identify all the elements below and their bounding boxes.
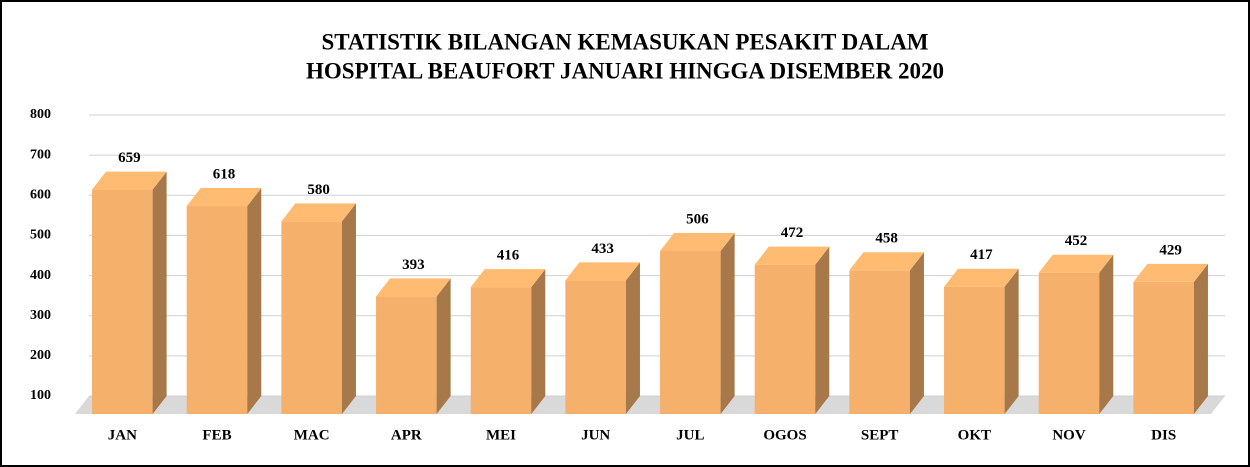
bar-side bbox=[815, 246, 830, 414]
y-tick-label: 500 bbox=[30, 228, 51, 243]
data-label: 417 bbox=[970, 247, 993, 263]
bar bbox=[470, 287, 532, 414]
bar-side bbox=[1193, 263, 1208, 414]
bar bbox=[944, 286, 1005, 414]
bar bbox=[92, 189, 153, 414]
bar bbox=[754, 264, 816, 414]
bar-top bbox=[470, 269, 546, 288]
bar-side bbox=[1099, 254, 1114, 414]
bar bbox=[565, 280, 626, 414]
y-tick-label: 400 bbox=[30, 268, 51, 283]
bar-side bbox=[341, 203, 356, 414]
x-tick-label: JAN bbox=[108, 427, 137, 443]
x-tick-label: DIS bbox=[1151, 427, 1176, 443]
bar bbox=[849, 270, 910, 414]
y-tick-label: 800 bbox=[30, 107, 51, 122]
x-tick-label: NOV bbox=[1052, 427, 1086, 443]
bar-top bbox=[1038, 254, 1114, 273]
bar-top bbox=[186, 188, 262, 207]
x-tick-label: APR bbox=[391, 427, 422, 443]
data-label: 393 bbox=[402, 257, 425, 273]
bar-side bbox=[1004, 268, 1019, 414]
floor bbox=[75, 396, 1225, 414]
bar-top bbox=[754, 246, 830, 265]
x-tick-label: OKT bbox=[958, 427, 991, 443]
y-tick-label: 300 bbox=[30, 308, 51, 323]
bar-side bbox=[152, 171, 167, 414]
bar-top bbox=[944, 268, 1019, 287]
bar bbox=[660, 251, 721, 414]
bar-side bbox=[531, 269, 546, 414]
bar bbox=[376, 296, 437, 414]
y-tick-label: 600 bbox=[30, 188, 51, 203]
x-tick-label: OGOS bbox=[763, 427, 806, 443]
data-label: 506 bbox=[686, 211, 709, 227]
data-label: 580 bbox=[307, 182, 330, 198]
x-tick-label: FEB bbox=[202, 427, 231, 443]
data-label: 659 bbox=[118, 150, 141, 166]
x-tick-label: JUN bbox=[581, 427, 610, 443]
y-tick-label: 200 bbox=[30, 348, 51, 363]
data-label: 618 bbox=[213, 166, 236, 182]
bar-top bbox=[376, 278, 451, 297]
x-tick-label: MEI bbox=[486, 427, 516, 443]
bar bbox=[186, 206, 248, 414]
bar-top bbox=[281, 203, 356, 222]
bar-top bbox=[849, 252, 924, 271]
bar-top bbox=[660, 233, 735, 252]
bar-side bbox=[625, 262, 640, 414]
bar-side bbox=[909, 252, 924, 414]
data-label: 416 bbox=[497, 248, 520, 264]
y-tick-label: 100 bbox=[30, 388, 51, 403]
data-label: 472 bbox=[781, 225, 804, 241]
bar-top bbox=[565, 262, 640, 281]
chart-title: STATISTIK BILANGAN KEMASUKAN PESAKIT DAL… bbox=[321, 29, 928, 54]
x-tick-label: SEPT bbox=[861, 427, 899, 443]
data-label: 433 bbox=[591, 241, 614, 257]
bar-side bbox=[436, 278, 451, 414]
bar-top bbox=[1133, 263, 1208, 282]
bar-side bbox=[720, 233, 735, 414]
bar bbox=[1038, 272, 1100, 414]
bar-top bbox=[92, 171, 167, 190]
x-tick-label: MAC bbox=[294, 427, 330, 443]
data-label: 452 bbox=[1065, 233, 1088, 249]
data-label: 458 bbox=[875, 231, 898, 247]
y-tick-label: 700 bbox=[30, 147, 51, 162]
chart-title: HOSPITAL BEAUFORT JANUARI HINGGA DISEMBE… bbox=[306, 58, 944, 83]
x-tick-label: JUL bbox=[676, 427, 704, 443]
data-label: 429 bbox=[1159, 242, 1182, 258]
bar bbox=[281, 221, 342, 414]
bar bbox=[1133, 281, 1194, 414]
bar-side bbox=[247, 188, 262, 414]
